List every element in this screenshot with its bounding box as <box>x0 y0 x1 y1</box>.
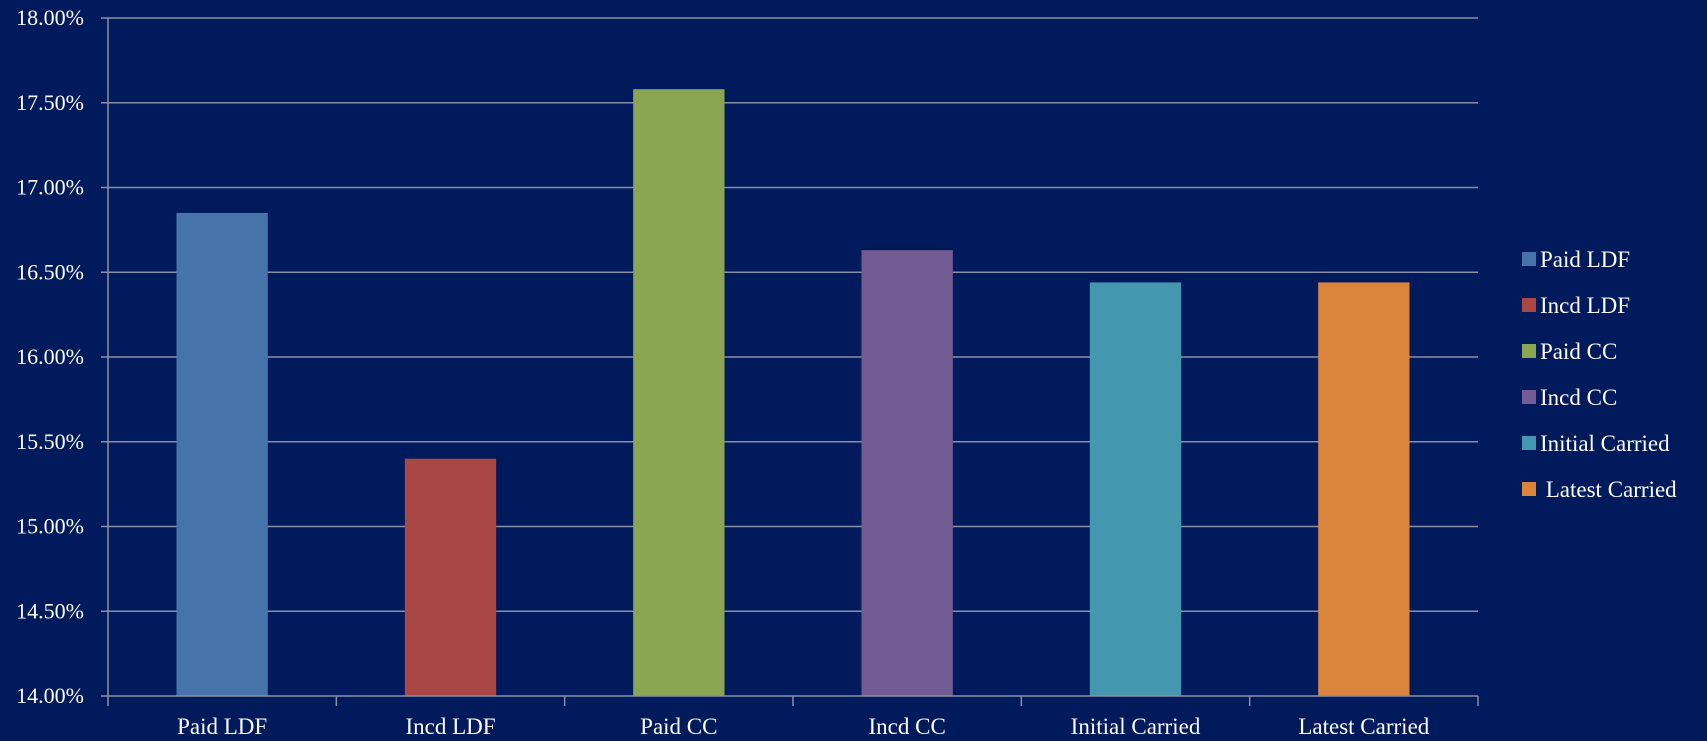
bar-latest-carried <box>1318 282 1410 696</box>
bar-incd-ldf <box>404 458 497 696</box>
x-category-label: Initial Carried <box>1071 714 1201 739</box>
legend-swatch <box>1522 298 1536 312</box>
x-category-label: Incd LDF <box>405 714 495 739</box>
bar-initial-carried <box>1089 282 1182 696</box>
legend-label: Paid LDF <box>1540 247 1630 272</box>
y-tick-label: 14.00% <box>16 683 84 708</box>
x-tick-labels: Paid LDF Incd LDF Paid CC Incd CC Initial Ca… <box>177 714 1430 739</box>
y-tick-label: 17.00% <box>16 175 84 200</box>
legend-label: Initial Carried <box>1540 431 1670 456</box>
x-category-label: Paid LDF <box>177 714 267 739</box>
legend-label: Incd LDF <box>1540 293 1630 318</box>
legend-label: Latest Carried <box>1540 477 1677 502</box>
legend-label: Paid CC <box>1540 339 1617 364</box>
x-category-label: Latest Carried <box>1298 714 1429 739</box>
x-category-label: Paid CC <box>640 714 717 739</box>
y-tick-labels: 14.00% 14.50% 15.00% 15.50% 16.00% 16.50% 17.0… <box>16 5 84 708</box>
bar-paid-ldf <box>176 212 268 697</box>
y-tick-label: 16.50% <box>16 259 84 284</box>
legend-swatch <box>1522 344 1536 358</box>
legend-swatch <box>1522 436 1536 450</box>
bar-paid-cc <box>633 89 725 696</box>
bar-incd-cc <box>861 250 953 696</box>
bars <box>176 89 1410 697</box>
legend-swatch <box>1522 482 1536 496</box>
y-tick-label: 18.00% <box>16 5 84 30</box>
legend: Paid LDF Incd LDF Paid CC Incd CC Initial Ca… <box>1522 247 1677 502</box>
y-tick-label: 15.50% <box>16 429 84 454</box>
x-category-label: Incd CC <box>869 714 946 739</box>
y-tick-label: 17.50% <box>16 90 84 115</box>
gridlines <box>108 17 1478 612</box>
axes <box>101 17 1479 706</box>
legend-label: Incd CC <box>1540 385 1617 410</box>
legend-swatch <box>1522 252 1536 266</box>
y-tick-label: 16.00% <box>16 344 84 369</box>
y-tick-label: 15.00% <box>16 514 84 539</box>
y-tick-label: 14.50% <box>16 598 84 623</box>
legend-swatch <box>1522 390 1536 404</box>
